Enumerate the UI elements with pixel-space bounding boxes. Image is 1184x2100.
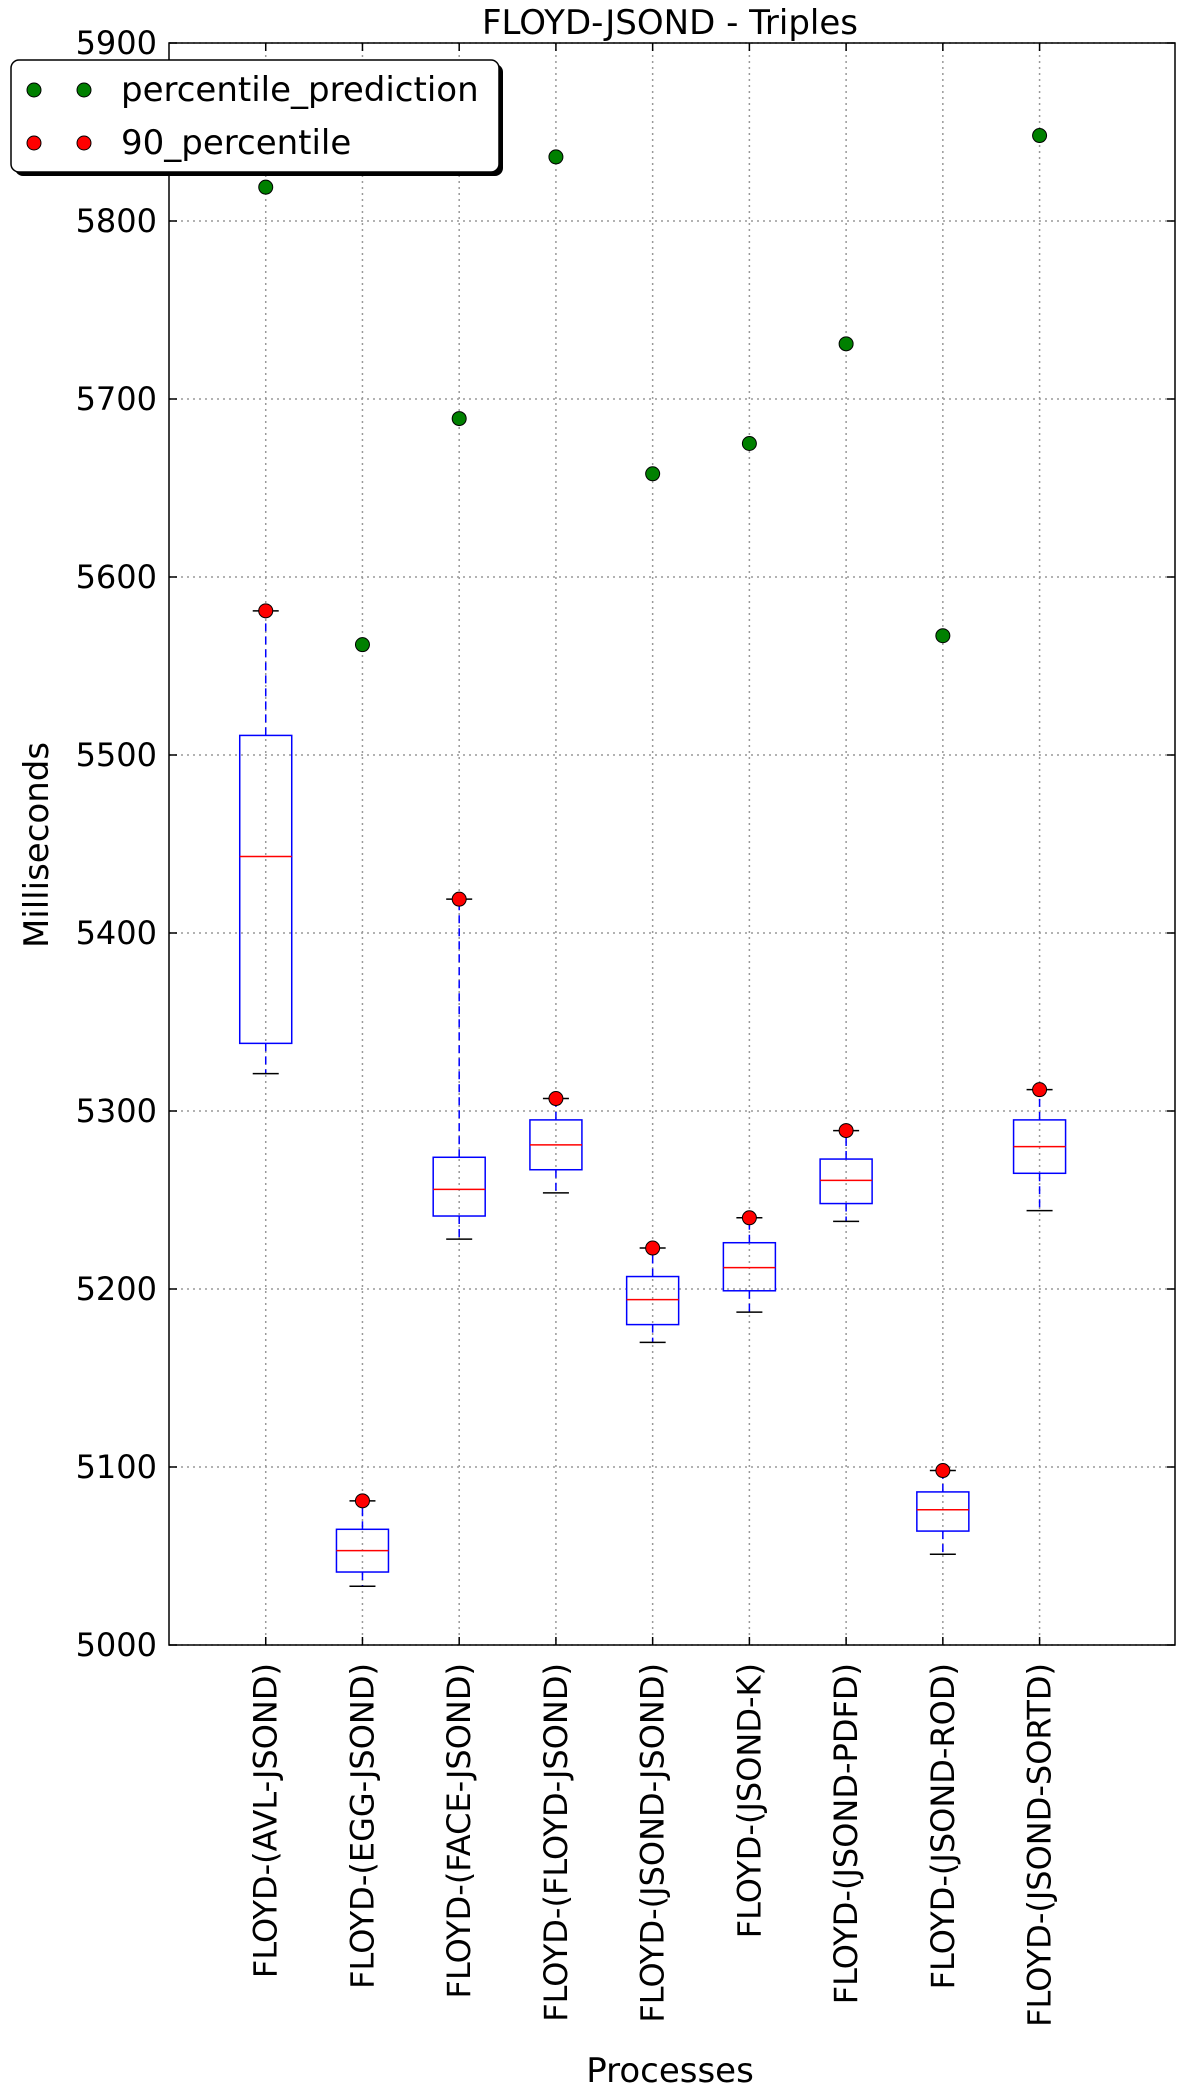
box-plot-item [529, 1097, 583, 1194]
legend-label-percentile-prediction: percentile_prediction [121, 70, 479, 110]
point-percentile-prediction [645, 466, 661, 482]
legend: percentile_prediction 90_percentile [10, 59, 503, 176]
y-tick-label: 5600 [76, 558, 157, 596]
point-percentile-prediction [354, 637, 370, 653]
y-tick-label: 5200 [76, 1270, 157, 1308]
box-plot-item [819, 1129, 873, 1223]
box-plot-item [335, 1500, 390, 1588]
x-axis-label: Processes [586, 2051, 754, 2091]
point-90-percentile [451, 891, 467, 907]
box-plot-item [625, 1247, 680, 1344]
plot-area-frame [168, 42, 1176, 1646]
y-axis-label: Milliseconds [17, 742, 57, 948]
point-90-percentile [1032, 1082, 1048, 1098]
x-tick-label: FLOYD-(JSOND-SORTD) [1021, 1663, 1059, 2027]
x-tick-label: FLOYD-(FLOYD-JSOND) [537, 1663, 575, 2022]
point-percentile-prediction [935, 628, 951, 644]
y-tick-label: 5900 [76, 24, 157, 62]
box-iqr [432, 1156, 486, 1217]
box-iqr [625, 1275, 680, 1326]
chart-title: FLOYD-JSOND - Triples [482, 3, 858, 43]
legend-marker-90-percentile [76, 135, 92, 151]
box-plot-item [722, 1217, 777, 1313]
x-tick-label: FLOYD-(EGG-JSOND) [343, 1663, 381, 1989]
point-90-percentile [741, 1210, 757, 1226]
point-percentile-prediction [548, 149, 564, 165]
box-plot-item [1012, 1088, 1067, 1212]
grid-lines [169, 42, 1175, 1646]
x-tick-label: FLOYD-(FACE-JSOND) [440, 1663, 478, 1998]
point-90-percentile [548, 1091, 564, 1107]
legend-box [10, 59, 500, 173]
y-tick-label: 5000 [76, 1626, 157, 1664]
y-axis-ticks: 5000 5100 5200 5300 5400 5500 5600 5700 5800 5900 [76, 24, 1175, 1664]
x-tick-label: FLOYD-(AVL-JSOND) [247, 1663, 285, 1978]
point-90-percentile [645, 1240, 661, 1256]
point-percentile-prediction [838, 336, 854, 352]
x-axis-ticks: FLOYD-(AVL-JSOND) FLOYD-(EGG-JSOND) FLOYD-… [247, 43, 1059, 2027]
point-percentile-prediction [258, 179, 274, 195]
box-iqr [722, 1241, 777, 1292]
y-tick-label: 5800 [76, 202, 157, 240]
legend-marker-percentile-prediction [76, 82, 92, 98]
marker-series [258, 128, 1048, 1509]
y-tick-label: 5500 [76, 736, 157, 774]
point-percentile-prediction [1032, 128, 1048, 144]
y-tick-label: 5300 [76, 1092, 157, 1130]
x-tick-label: FLOYD-(JSOND-PDFD) [827, 1663, 865, 2004]
box-iqr [238, 734, 293, 1045]
point-90-percentile [354, 1493, 370, 1509]
point-percentile-prediction [451, 411, 467, 427]
x-tick-label: FLOYD-(JSOND-JSOND) [634, 1663, 672, 2023]
legend-marker-90-percentile [26, 135, 42, 151]
y-tick-label: 5700 [76, 380, 157, 418]
x-tick-label: FLOYD-(JSOND-K) [730, 1663, 768, 1938]
point-90-percentile [935, 1463, 951, 1479]
y-tick-label: 5100 [76, 1448, 157, 1486]
x-tick-label: FLOYD-(JSOND-ROD) [924, 1663, 962, 1989]
y-tick-label: 5400 [76, 914, 157, 952]
box-plot-item [238, 610, 293, 1075]
box-iqr [819, 1158, 873, 1205]
point-90-percentile [258, 603, 274, 619]
legend-marker-percentile-prediction [26, 82, 42, 98]
point-percentile-prediction [741, 436, 757, 451]
legend-label-90-percentile: 90_percentile [121, 123, 351, 163]
box-iqr [916, 1491, 970, 1532]
box-plot-series [238, 610, 1067, 1588]
point-90-percentile [838, 1123, 854, 1139]
